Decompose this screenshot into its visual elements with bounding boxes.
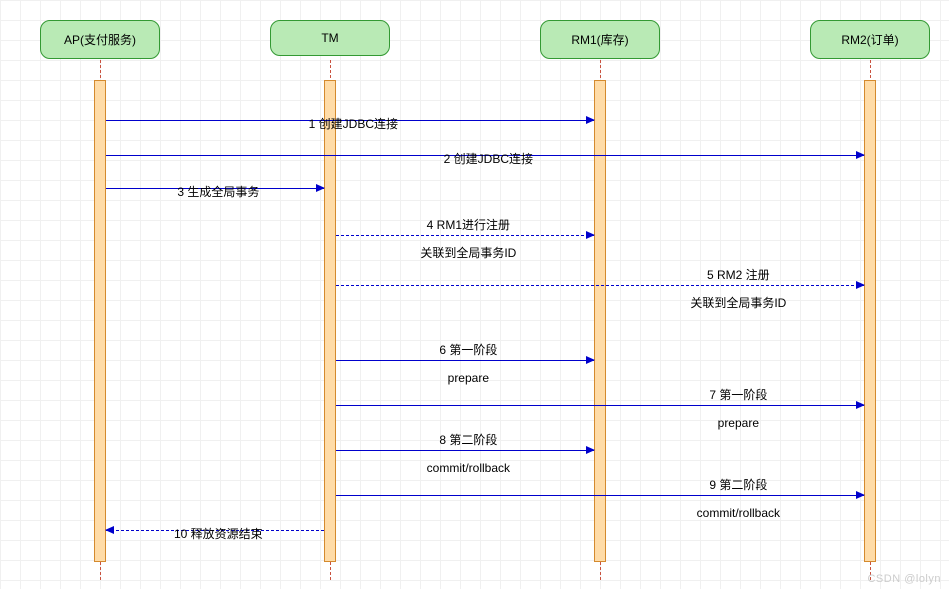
msg-7-label: 7 第一阶段 prepare xyxy=(606,374,864,430)
msg-2-label: 2 创建JDBC连接 xyxy=(106,138,864,166)
watermark: CSDN @lolyn xyxy=(867,573,941,585)
msg-5-label: 5 RM2 注册 关联到全局事务ID xyxy=(606,254,864,310)
participant-tm: TM xyxy=(270,20,390,56)
msg-9-label: 9 第二阶段 commit/rollback xyxy=(606,464,864,520)
participant-ap: AP(支付服务) xyxy=(40,20,160,59)
msg-8-label: 8 第二阶段 commit/rollback xyxy=(336,419,594,475)
msg-1-label: 1 创建JDBC连接 xyxy=(106,103,594,131)
participant-tm-label: TM xyxy=(321,31,338,45)
participant-rm2-label: RM2(订单) xyxy=(841,33,898,47)
participant-rm2: RM2(订单) xyxy=(810,20,930,59)
msg-10-label: 10 释放资源结束 xyxy=(106,513,324,541)
participant-rm1-label: RM1(库存) xyxy=(571,33,628,47)
msg-3-label: 3 生成全局事务 xyxy=(106,171,324,199)
participant-ap-label: AP(支付服务) xyxy=(64,33,136,47)
participant-rm1: RM1(库存) xyxy=(540,20,660,59)
activation-rm2 xyxy=(864,80,876,562)
msg-4-label: 4 RM1进行注册 关联到全局事务ID xyxy=(336,204,594,260)
msg-6-label: 6 第一阶段 prepare xyxy=(336,329,594,385)
activation-ap xyxy=(94,80,106,562)
